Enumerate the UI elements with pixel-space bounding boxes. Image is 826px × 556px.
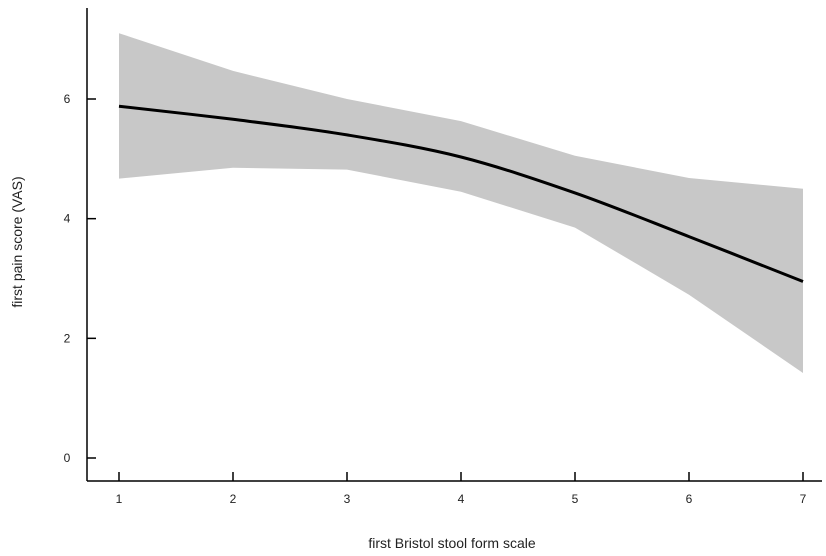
x-tick-label: 7 [800,492,807,506]
confidence-band [119,33,803,373]
x-tick-label: 1 [116,492,123,506]
x-tick-label: 4 [458,492,465,506]
x-axis-title: first Bristol stool form scale [368,535,535,551]
x-tick-label: 5 [572,492,579,506]
trend-line [118,104,804,283]
x-tick-label: 6 [686,492,693,506]
x-tick-label: 2 [230,492,237,506]
y-ticks: 0 2 4 6 [64,92,96,465]
y-tick-label: 2 [64,331,71,345]
x-ticks: 1 2 3 4 5 6 7 [116,472,807,506]
x-tick-label: 3 [344,492,351,506]
y-tick-label: 4 [64,212,71,226]
y-tick-label: 0 [64,451,71,465]
y-tick-label: 6 [64,92,71,106]
y-axis-title: first pain score (VAS) [9,176,25,307]
